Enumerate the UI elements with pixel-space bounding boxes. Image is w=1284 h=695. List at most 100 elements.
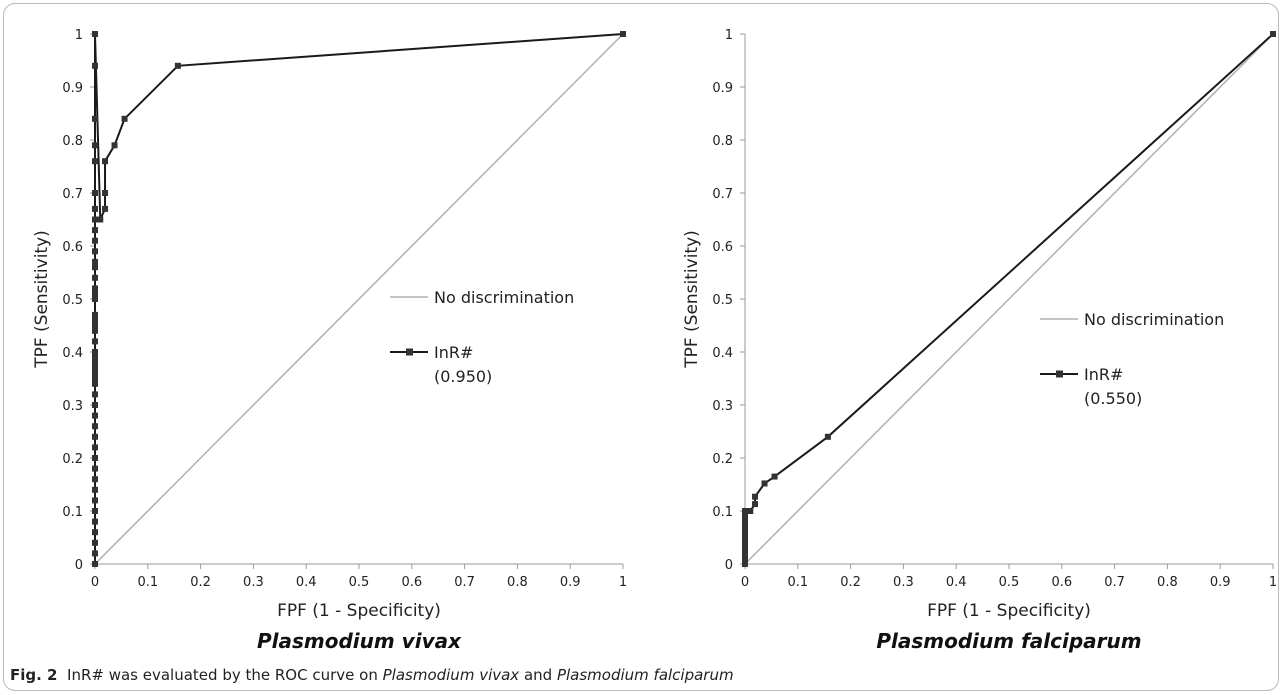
x-tick-label: 0.6 <box>1051 575 1072 590</box>
series-inr-point <box>92 380 98 387</box>
legend-value-inr: (0.550) <box>1084 389 1142 408</box>
series-inr-point <box>92 290 98 297</box>
series-inr-point <box>92 476 98 483</box>
legend-marker-inr <box>1056 370 1063 378</box>
series-inr-point <box>761 480 768 487</box>
series-inr-point <box>92 465 98 472</box>
series-inr-point <box>742 545 748 552</box>
series-inr-point <box>92 264 98 271</box>
x-tick-label: 0.9 <box>560 575 581 590</box>
roc-chart-falciparum: 0 0.1 0.2 0.3 0.4 0.5 0.6 0.7 0.8 0.9 1 0 0.1 0.2 0.3 0… <box>682 28 1277 653</box>
series-inr-point <box>102 158 109 165</box>
x-tick-label: 1 <box>1269 575 1277 590</box>
x-tick-label: 0.9 <box>1210 575 1231 590</box>
series-inr-point <box>742 513 748 520</box>
x-tick-label: 0.3 <box>893 575 914 590</box>
y-tick-label: 0 <box>725 558 733 573</box>
series-inr-point <box>111 142 118 149</box>
y-tick-label: 0.5 <box>712 293 733 308</box>
x-tick-label: 0.5 <box>349 575 370 590</box>
series-inr-point <box>92 248 98 255</box>
series-inr-point <box>742 508 748 514</box>
y-tick-label: 1 <box>725 28 733 43</box>
x-tick-label: 0.2 <box>190 575 211 590</box>
x-axis-label: FPF (1 - Specificity) <box>277 601 441 621</box>
x-tick-label: 0.6 <box>401 575 422 590</box>
series-inr-point <box>742 550 748 557</box>
series-inr-point <box>92 205 98 212</box>
series-inr-point <box>92 338 98 345</box>
series-inr-point <box>92 412 98 419</box>
y-tick-label: 0.7 <box>712 187 733 202</box>
chart-subtitle: Plasmodium falciparum <box>876 629 1141 653</box>
series-inr-point <box>121 115 128 122</box>
x-tick-label: 0.4 <box>296 575 317 590</box>
series-inr-point <box>92 444 98 451</box>
y-tick-label: 0.7 <box>62 187 83 202</box>
series-inr-point <box>97 216 104 223</box>
series-inr-point <box>92 375 98 382</box>
series-inr-point <box>92 227 98 234</box>
x-tick-label: 0.1 <box>787 575 808 590</box>
series-inr-point <box>1270 31 1276 37</box>
x-tick-label: 0.1 <box>137 575 158 590</box>
x-tick-label: 0.8 <box>507 575 528 590</box>
x-axis-label: FPF (1 - Specificity) <box>927 601 1091 621</box>
series-inr-point <box>747 508 754 514</box>
series-inr-point <box>824 433 831 440</box>
series-inr-point <box>92 274 98 281</box>
roc-chart-vivax: 0 0.1 0.2 0.3 0.4 0.5 0.6 0.7 0.8 0.9 1 0 0.1 0.2 0.3 0… <box>32 28 627 653</box>
y-tick-label: 0.8 <box>62 134 83 149</box>
series-inr-point <box>92 497 98 504</box>
legend-label-no-discrimination: No discrimination <box>434 288 574 307</box>
series-inr-point <box>752 493 759 500</box>
caption-label: Fig. 2 <box>10 666 58 684</box>
y-axis-label: TPF (Sensitivity) <box>682 230 702 369</box>
y-tick-label: 0.3 <box>712 399 733 414</box>
series-inr-point <box>92 370 98 377</box>
series-inr-point <box>92 402 98 408</box>
caption-conjunction: and <box>519 666 557 684</box>
series-inr-point <box>92 529 98 536</box>
y-tick-label: 1 <box>75 28 83 43</box>
series-inr-point <box>92 354 98 361</box>
y-axis-label: TPF (Sensitivity) <box>32 230 52 369</box>
series-inr-point <box>92 423 98 430</box>
y-tick-label: 0.4 <box>712 346 733 361</box>
series-inr-point <box>92 561 98 567</box>
series-inr-point <box>102 190 109 196</box>
series-inr-point <box>771 473 778 480</box>
caption-species-1: Plasmodium vivax <box>382 666 520 684</box>
x-tick-label: 0.2 <box>840 575 861 590</box>
series-inr-point <box>92 62 98 69</box>
legend-label-inr: InR# <box>434 343 473 362</box>
series-inr-point <box>92 518 98 525</box>
legend-marker-inr <box>406 348 413 356</box>
x-tick-label: 1 <box>619 575 627 590</box>
series-inr-point <box>102 205 109 212</box>
series-inr-point <box>742 523 748 530</box>
y-tick-label: 0.6 <box>62 240 83 255</box>
series-inr-point <box>92 317 98 324</box>
series-inr-point <box>92 142 98 149</box>
series-inr-point <box>92 296 98 302</box>
x-tick-label: 0.3 <box>243 575 264 590</box>
series-inr-point <box>92 190 98 196</box>
series-inr-point <box>92 237 98 244</box>
x-tick-label: 0 <box>741 575 749 590</box>
legend-value-inr: (0.950) <box>434 367 492 386</box>
y-tick-label: 0.1 <box>62 505 83 520</box>
y-tick-label: 0.2 <box>712 452 733 467</box>
series-inr-point <box>92 285 98 292</box>
series-inr-point <box>742 539 748 546</box>
figure-frame <box>3 3 1279 691</box>
series-inr-point <box>92 486 98 493</box>
series-inr-point <box>92 311 98 318</box>
y-tick-label: 0.2 <box>62 452 83 467</box>
series-inr-point <box>92 539 98 546</box>
series-inr-point <box>92 508 98 514</box>
series-inr-point <box>92 158 98 165</box>
series-inr-point <box>92 364 98 371</box>
series-inr-point <box>92 349 98 355</box>
series-inr-point <box>752 501 759 508</box>
